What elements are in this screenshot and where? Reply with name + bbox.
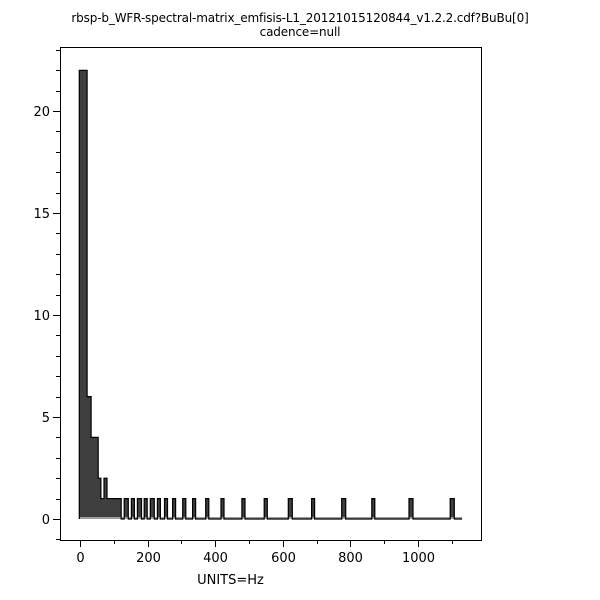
y-tick-label: 10 bbox=[33, 309, 50, 324]
x-tick-label: 0 bbox=[76, 551, 84, 566]
y-tick-label: 5 bbox=[42, 411, 50, 426]
histogram-trace bbox=[78, 69, 463, 520]
y-tick-label: 20 bbox=[33, 105, 50, 120]
histogram-fill bbox=[79, 70, 463, 520]
y-tick-label: 0 bbox=[42, 513, 50, 528]
x-tick-label: 600 bbox=[271, 551, 296, 566]
x-tick-label: 400 bbox=[203, 551, 228, 566]
x-tick-label: 200 bbox=[136, 551, 161, 566]
x-tick-label: 800 bbox=[338, 551, 363, 566]
y-tick-label: 15 bbox=[33, 207, 50, 222]
x-axis-title: UNITS=Hz bbox=[197, 573, 264, 588]
plot-subtitle: cadence=null bbox=[259, 25, 341, 39]
x-tick-label: 1000 bbox=[402, 551, 435, 566]
plot-title: rbsp-b_WFR-spectral-matrix_emfisis-L1_20… bbox=[71, 11, 529, 25]
plot-frame[interactable] bbox=[60, 47, 482, 541]
